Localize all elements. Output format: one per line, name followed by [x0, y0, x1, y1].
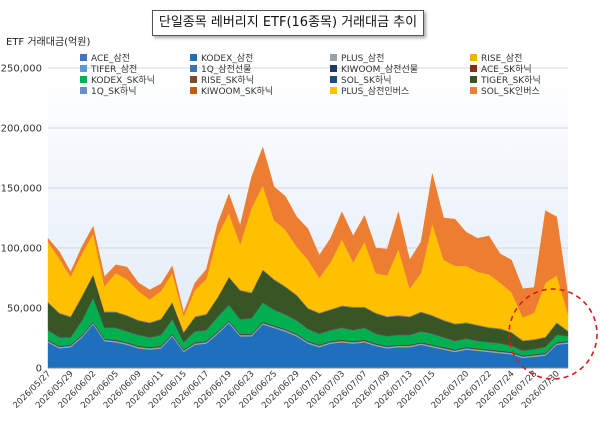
y-tick-label: 50,000	[7, 304, 42, 315]
legend-item: KODEX_SK하닉	[80, 76, 155, 87]
legend-item: 1Q_삼전선물	[190, 65, 251, 76]
y-tick-label: 0	[36, 364, 42, 375]
legend-label: ACE_SK하닉	[481, 65, 532, 75]
legend-item: SOL_SK인버스	[470, 87, 540, 98]
area-series	[47, 146, 569, 318]
legend-label: KIWOOM_삼전선물	[341, 65, 419, 75]
y-tick-label: 200,000	[1, 124, 42, 135]
legend-item: TIGER_SK하닉	[470, 76, 541, 87]
legend-item: 1Q_SK하닉	[80, 87, 137, 98]
legend-swatch	[190, 87, 197, 94]
y-tick-label: 100,000	[1, 244, 42, 255]
legend-item: RISE_SK하닉	[190, 76, 254, 87]
legend-label: SOL_SK인버스	[481, 87, 540, 97]
legend-item: KIWOOM_삼전선물	[330, 65, 418, 76]
y-tick-label: 150,000	[1, 184, 42, 195]
legend-swatch	[470, 87, 477, 94]
legend-label: KODEX_SK하닉	[91, 76, 155, 86]
legend-swatch	[470, 76, 477, 83]
legend-swatch	[330, 65, 337, 72]
y-axis-ticks: 0 50,000 100,000 150,000 200,000 250,000	[1, 64, 42, 375]
legend-label: PLUS_삼전	[341, 54, 385, 64]
legend-swatch	[330, 87, 337, 94]
legend-swatch	[80, 65, 87, 72]
legend-item: KIWOOM_SK하닉	[190, 87, 273, 98]
legend-swatch	[470, 54, 477, 61]
legend-swatch	[190, 65, 197, 72]
legend-swatch	[80, 76, 87, 83]
y-axis-label: ETF 거래대금(억원)	[6, 37, 91, 48]
legend-swatch	[190, 54, 197, 61]
legend-swatch	[470, 65, 477, 72]
legend-label: 1Q_SK하닉	[91, 87, 137, 97]
legend-label: ACE_삼전	[91, 54, 131, 64]
legend-item: RISE_삼전	[470, 54, 522, 65]
legend-item: PLUS_삼전	[330, 54, 384, 65]
area-series-group	[47, 146, 569, 369]
legend-item: KODEX_삼전	[190, 54, 253, 65]
legend-swatch	[80, 54, 87, 61]
legend-label: 1Q_삼전선물	[201, 65, 252, 75]
chart-title: 단일종목 레버리지 ETF(16종목) 거래대금 추이	[152, 10, 424, 36]
legend-swatch	[190, 76, 197, 83]
legend-label: RISE_삼전	[481, 54, 523, 64]
y-tick-label: 250,000	[1, 64, 42, 75]
legend-item: ACE_삼전	[80, 54, 130, 65]
legend-label: TIFER_삼전	[91, 65, 138, 75]
legend-label: KODEX_삼전	[201, 54, 254, 64]
highlight-circle	[508, 288, 598, 380]
legend-label: TIGER_SK하닉	[481, 76, 541, 86]
legend-item: SOL_SK하닉	[330, 76, 392, 87]
legend-label: KIWOOM_SK하닉	[201, 87, 274, 97]
legend-label: PLUS_삼전인버스	[341, 87, 410, 97]
legend-swatch	[330, 54, 337, 61]
legend-swatch	[80, 87, 87, 94]
legend-label: SOL_SK하닉	[341, 76, 392, 86]
legend-item: ACE_SK하닉	[470, 65, 532, 76]
x-axis-ticks: 2026/05/272026/05/292026/06/022026/06/05…	[11, 369, 561, 411]
legend-item: TIFER_삼전	[80, 65, 137, 76]
legend-label: RISE_SK하닉	[201, 76, 254, 86]
legend-item: PLUS_삼전인버스	[330, 87, 409, 98]
legend-swatch	[330, 76, 337, 83]
